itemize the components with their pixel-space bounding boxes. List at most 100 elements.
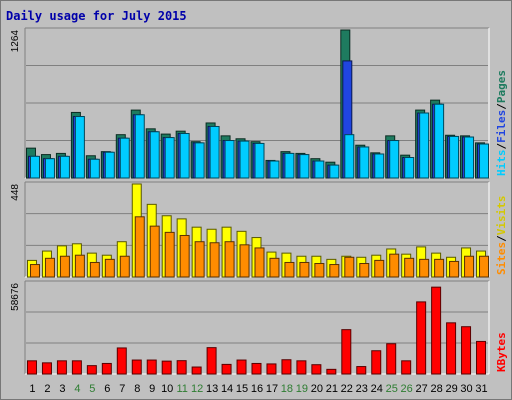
bar-hits-day-15	[239, 140, 250, 179]
x-tick-day-17: 17	[266, 383, 278, 395]
bar-kbytes-day-12	[191, 366, 202, 375]
bar-kbytes-day-16	[251, 362, 262, 375]
x-axis-day-labels: 1 2 3 4 5 6 7 8 9 10 11 12 13 14 15 16 17 18 19 20 21 22 23 24 2…	[29, 383, 487, 395]
bar-kbytes-day-7	[116, 347, 127, 375]
x-tick-day-9: 9	[149, 383, 155, 395]
x-tick-day-8: 8	[134, 383, 140, 395]
x-tick-day-21: 21	[326, 383, 338, 395]
bar-sites-day-11	[179, 234, 190, 278]
bar-hits-day-8	[134, 114, 145, 179]
bar-hits-day-22	[344, 134, 355, 179]
bar-kbytes-day-28	[431, 286, 442, 375]
legend-visits: Visits	[495, 196, 508, 236]
x-tick-day-6: 6	[104, 383, 110, 395]
x-tick-day-19: 19	[296, 383, 308, 395]
bar-kbytes-day-21	[326, 368, 337, 375]
bar-sites-day-19	[299, 261, 310, 278]
bar-hits-day-6	[104, 151, 115, 179]
bar-kbytes-day-17	[266, 363, 277, 375]
legend-pages: Pages	[495, 70, 508, 103]
legend-separator: /	[495, 103, 508, 110]
x-tick-day-31: 31	[475, 383, 487, 395]
legend-text: Sites/Visits	[495, 196, 508, 276]
x-tick-day-13: 13	[206, 383, 218, 395]
chart-title: Daily usage for July 2015	[6, 9, 187, 23]
bar-sites-day-9	[149, 225, 160, 278]
bar-hits-day-12	[194, 142, 205, 179]
y-max-label: 1264	[10, 30, 21, 53]
legend-text: KBytes	[495, 332, 508, 372]
bar-hits-day-13	[209, 125, 220, 179]
x-tick-day-16: 16	[251, 383, 263, 395]
bar-kbytes-day-18	[281, 359, 292, 375]
legend-text: Hits/Files/Pages	[495, 70, 508, 176]
bar-sites-day-12	[194, 241, 205, 278]
bar-sites-day-18	[284, 261, 295, 278]
bar-kbytes-day-10	[161, 360, 172, 375]
bar-hits-day-18	[284, 152, 295, 179]
bar-sites-day-1	[29, 264, 40, 278]
bar-kbytes-day-6	[101, 362, 112, 375]
bar-hits-day-5	[89, 158, 100, 179]
bar-kbytes-day-24	[371, 350, 382, 375]
bar-sites-day-17	[269, 257, 280, 278]
bar-hits-day-11	[179, 133, 190, 179]
bar-kbytes-day-8	[131, 359, 142, 375]
x-tick-day-26: 26	[401, 383, 413, 395]
bar-kbytes-day-4	[71, 360, 82, 375]
bar-hits-day-2	[44, 158, 55, 179]
bar-kbytes-day-13	[206, 347, 217, 375]
bar-sites-day-26	[404, 257, 415, 278]
x-tick-day-11: 11	[176, 383, 187, 395]
bar-hits-day-30	[464, 136, 475, 179]
bar-hits-day-4	[74, 116, 85, 179]
bar-sites-day-31	[479, 255, 490, 278]
bar-sites-day-5	[89, 261, 100, 278]
bar-sites-day-3	[59, 255, 70, 278]
bar-sites-day-14	[224, 241, 235, 278]
panel-3: 58676	[10, 280, 490, 375]
bar-hits-day-26	[404, 157, 415, 179]
legend-separator: /	[495, 143, 508, 150]
bar-hits-day-7	[119, 137, 130, 179]
legend-files: Files	[495, 110, 508, 143]
y-max-label: 448	[10, 184, 21, 201]
bar-hits-day-19	[299, 154, 310, 179]
bar-sites-day-20	[314, 263, 325, 278]
bar-sites-day-23	[359, 263, 370, 278]
bar-sites-day-29	[449, 260, 460, 278]
bar-sites-day-30	[464, 255, 475, 278]
legend-panel-3: KBytes	[495, 332, 508, 372]
legend-panel-1: Hits/Files/Pages	[495, 70, 508, 176]
bar-hits-day-3	[59, 155, 70, 179]
bar-sites-day-13	[209, 242, 220, 278]
y-max-label: 58676	[10, 283, 21, 311]
bar-hits-day-14	[224, 140, 235, 179]
x-tick-day-30: 30	[460, 383, 472, 395]
x-tick-day-14: 14	[221, 383, 233, 395]
bar-hits-day-27	[419, 112, 430, 179]
bar-sites-day-21	[329, 264, 340, 278]
x-tick-day-28: 28	[430, 383, 442, 395]
bar-hits-day-20	[314, 160, 325, 179]
bar-sites-day-6	[104, 258, 115, 278]
panel-2: 448	[10, 181, 490, 278]
bar-sites-day-10	[164, 231, 175, 278]
bar-kbytes-day-29	[446, 322, 457, 375]
legend-hits: Hits	[495, 150, 508, 177]
bar-sites-day-24	[374, 259, 385, 278]
bar-kbytes-day-5	[86, 365, 97, 375]
bar-hits-day-29	[449, 135, 460, 179]
x-tick-day-3: 3	[59, 383, 65, 395]
bar-hits-day-10	[164, 137, 175, 179]
bar-kbytes-day-3	[56, 360, 67, 375]
bar-hits-day-9	[149, 131, 160, 179]
legend-separator: /	[495, 235, 508, 242]
bar-sites-day-8	[134, 216, 145, 278]
bar-kbytes-day-2	[41, 362, 52, 375]
bar-kbytes-day-9	[146, 359, 157, 375]
bar-kbytes-day-14	[221, 363, 232, 375]
bar-kbytes-day-23	[356, 366, 367, 375]
legend-sites: Sites	[495, 242, 508, 275]
